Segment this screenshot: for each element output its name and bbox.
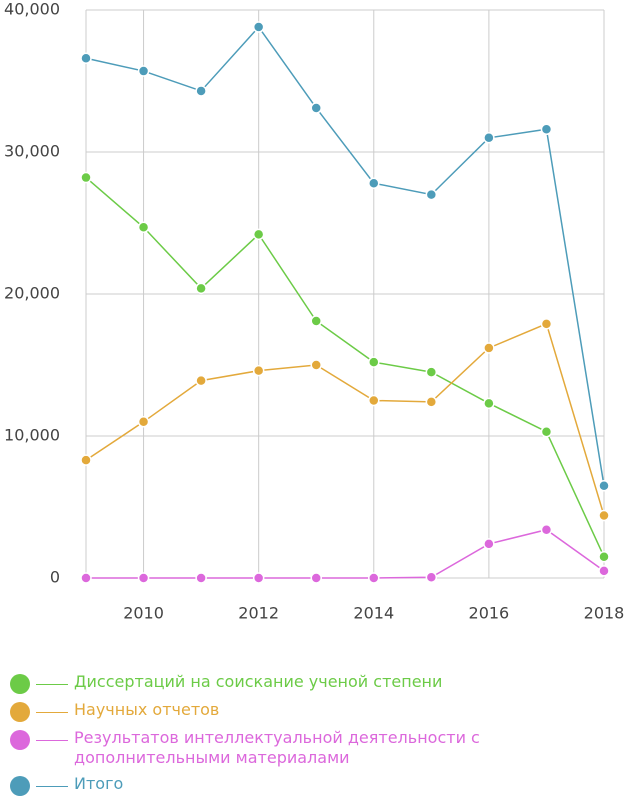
legend-item: Результатов интеллектуальной деятельност… (10, 728, 570, 768)
point (195, 282, 207, 295)
point (483, 538, 495, 550)
point (368, 572, 380, 584)
legend-item: Научных отчетов (10, 700, 570, 722)
point (137, 65, 150, 77)
legend-label: Итого (74, 774, 124, 793)
point (80, 52, 92, 65)
legend-marker (10, 674, 30, 694)
x-tick-label: 2014 (353, 604, 394, 623)
point (483, 397, 495, 410)
legend-line (36, 712, 68, 713)
point (425, 366, 438, 378)
legend-item: Диссертаций на соискание ученой степени (10, 672, 570, 694)
point (598, 565, 610, 577)
point (137, 416, 150, 428)
point (425, 188, 438, 201)
legend-label: Результатов интеллектуальной деятельност… (74, 728, 480, 767)
point (598, 479, 610, 492)
point (310, 315, 322, 327)
y-tick-label: 10,000 (4, 426, 60, 445)
point (195, 572, 207, 584)
point (137, 572, 150, 584)
series-line (85, 176, 605, 558)
point (252, 21, 265, 33)
point (540, 123, 553, 136)
point (368, 394, 380, 407)
point (310, 572, 322, 584)
point (368, 177, 380, 189)
x-tick-label: 2018 (584, 604, 625, 623)
legend-label: Диссертаций на соискание ученой степени (74, 672, 443, 691)
point (195, 374, 207, 387)
point (483, 132, 495, 144)
legend-label: Научных отчетов (74, 700, 220, 719)
series-line (85, 322, 605, 516)
point (598, 509, 610, 522)
point (540, 318, 553, 330)
legend: Диссертаций на соискание ученой степени Н… (10, 672, 570, 802)
point (80, 171, 92, 184)
y-tick-label: 30,000 (4, 142, 60, 161)
point (252, 572, 265, 584)
point (540, 425, 553, 438)
legend-line (36, 786, 68, 787)
point (310, 359, 322, 371)
point (137, 221, 150, 234)
series-line (85, 25, 605, 486)
point (425, 396, 438, 408)
point (80, 572, 92, 584)
legend-marker (10, 702, 30, 722)
y-tick-label: 40,000 (4, 0, 60, 19)
legend-marker (10, 730, 30, 750)
chart: 0 10,000 20,000 30,000 40,000 2010 2012 2014 201… (4, 0, 625, 623)
point (252, 364, 265, 377)
point (252, 228, 265, 241)
legend-line (36, 684, 68, 685)
series-line (86, 528, 605, 579)
x-tick-label: 2012 (238, 604, 279, 623)
point (598, 550, 610, 563)
legend-item: Итого (10, 774, 570, 796)
legend-marker (10, 776, 30, 796)
y-tick-label: 0 (50, 568, 60, 587)
point (310, 102, 322, 114)
point (540, 523, 553, 536)
point (368, 356, 380, 368)
point (425, 571, 438, 584)
y-tick-label: 20,000 (4, 284, 60, 303)
x-tick-label: 2010 (123, 604, 164, 623)
legend-line (36, 740, 68, 741)
x-tick-label: 2016 (469, 604, 510, 623)
point (483, 342, 495, 354)
point (80, 454, 92, 466)
point (195, 85, 207, 97)
